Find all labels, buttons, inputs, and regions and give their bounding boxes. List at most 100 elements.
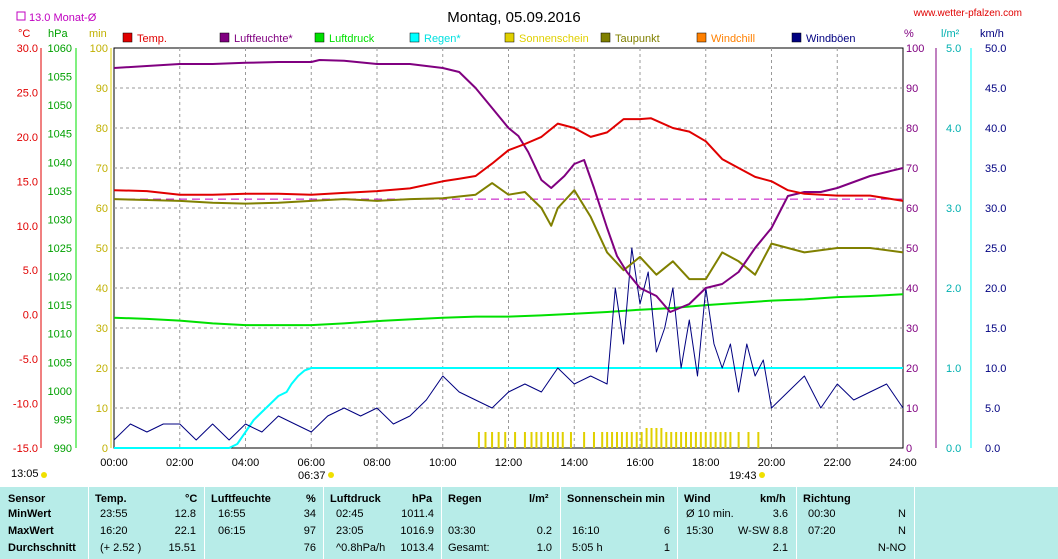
- sunshine-bar: [546, 432, 549, 448]
- time-tick-label: 02:00: [166, 457, 194, 469]
- hdr-press: Luftdruck: [330, 493, 381, 505]
- time-tick-label: 24:00: [889, 457, 917, 469]
- legend-swatch-rain: [409, 32, 420, 43]
- table-cell-t-time: 23:55: [100, 508, 128, 520]
- sunshine-bar: [694, 432, 697, 448]
- wind-tick-label: 25.0: [985, 243, 1006, 255]
- temp-tick-label: 0.0: [23, 310, 38, 322]
- chart-axes: 30.0 25.0 20.0 15.0 10.0 5.0 0.0 -5.0 -10.0 -15.0…: [13, 43, 1007, 469]
- table-cell-t-val: 15.51: [168, 542, 196, 554]
- legend-swatch-windchill: [696, 32, 707, 43]
- table-cell-d-val: N: [898, 508, 906, 520]
- sunshine-bar: [655, 428, 658, 448]
- table-cell-label: MaxWert: [8, 525, 54, 537]
- sunshine-bar: [583, 432, 586, 448]
- table-cell-t-val: 22.1: [174, 525, 196, 537]
- humidity-tick-label: 40: [906, 283, 918, 295]
- humidity-tick-label: 10: [906, 403, 918, 415]
- time-tick-label: 06:00: [297, 457, 325, 469]
- sunshine-bar: [650, 428, 653, 448]
- table-cell-t-time: 16:20: [100, 525, 128, 537]
- table-cell-t-time: (+ 2.52 ): [100, 542, 142, 554]
- sunshine-bar: [729, 432, 732, 448]
- hdr-temp-unit: °C: [185, 493, 198, 505]
- sunshine-bar: [497, 432, 500, 448]
- pressure-tick-label: 1040: [48, 157, 72, 169]
- sunshine-bar: [737, 432, 740, 448]
- sunshine-bar: [630, 432, 633, 448]
- table-cell-s-time: 16:10: [572, 525, 600, 537]
- sunshine-bar: [611, 432, 614, 448]
- pressure-tick-label: 1025: [48, 243, 72, 255]
- temp-line: [113, 117, 904, 202]
- sunshine-bar: [561, 432, 564, 448]
- hdr-rain: Regen: [448, 493, 482, 505]
- unit-humidity: %: [904, 28, 914, 40]
- sun-tick-label: 40: [96, 283, 108, 295]
- unit-temp: °C: [18, 28, 30, 40]
- table-cell-d-val: N-NO: [877, 542, 906, 554]
- sunshine-bar: [484, 432, 487, 448]
- time-tick-label: 22:00: [823, 457, 851, 469]
- sunshine-bar: [680, 432, 683, 448]
- legend-label-humidity: Luftfeuchte*: [234, 33, 293, 45]
- sun-tick-label: 100: [90, 43, 108, 55]
- sunshine-bar: [491, 432, 494, 448]
- sunset-icon: [759, 472, 765, 478]
- wind-tick-label: 10.0: [985, 363, 1006, 375]
- table-cell-r-time: 03:30: [448, 525, 476, 537]
- table-cell-p-val: 1016.9: [400, 525, 434, 537]
- table-cell-d-time: 07:20: [808, 525, 836, 537]
- rain-tick-label: 0.0: [946, 443, 961, 455]
- sunshine-bar: [523, 432, 526, 448]
- website-link[interactable]: www.wetter-pfalzen.com: [913, 8, 1022, 19]
- sun-tick-label: 60: [96, 203, 108, 215]
- pressure-tick-label: 1000: [48, 386, 72, 398]
- wind-tick-label: 20.0: [985, 283, 1006, 295]
- humidity-tick-label: 70: [906, 163, 918, 175]
- hdr-temp: Temp.: [95, 493, 127, 505]
- hdr-wind-unit: km/h: [760, 493, 786, 505]
- table-cell-s-val: 6: [663, 525, 670, 537]
- wind-tick-label: 30.0: [985, 203, 1006, 215]
- pressure-tick-label: 995: [54, 414, 72, 426]
- temp-tick-label: 10.0: [17, 221, 38, 233]
- unit-sun: min: [89, 28, 107, 40]
- table-cell-h-val: 34: [303, 508, 316, 520]
- sun-tick-label: 0: [102, 443, 108, 455]
- monthly-avg-label: 13.0 Monat-Ø: [29, 12, 97, 24]
- rain-tick-label: 4.0: [946, 123, 961, 135]
- legend-label-dewpoint: Taupunkt: [615, 33, 660, 45]
- sunshine-bar: [685, 432, 688, 448]
- temp-tick-label: 15.0: [17, 176, 38, 188]
- sunshine-bar: [615, 432, 618, 448]
- table-cell-d-val: N: [898, 525, 906, 537]
- legend-label-rain: Regen*: [424, 33, 461, 45]
- time-tick-label: 16:00: [626, 457, 654, 469]
- legend-label-pressure: Luftdruck: [329, 33, 375, 45]
- legend-label-temp: Temp.: [137, 33, 167, 45]
- sunshine-bar: [504, 432, 507, 448]
- time-tick-label: 14:00: [560, 457, 588, 469]
- chart-title: Montag, 05.09.2016: [447, 9, 580, 26]
- sun-tick-label: 30: [96, 323, 108, 335]
- table-cell-p-val: 1013.4: [400, 542, 434, 554]
- table-cell-p-time: 02:45: [336, 508, 364, 520]
- hdr-hum: Luftfeuchte: [211, 493, 271, 505]
- time-tick-label: 10:00: [429, 457, 457, 469]
- pressure-tick-label: 1055: [48, 72, 72, 84]
- sunshine-bar: [514, 432, 517, 448]
- sunshine-bar: [645, 428, 648, 448]
- temp-tick-label: 30.0: [17, 43, 38, 55]
- sunshine-bar: [640, 432, 643, 448]
- table-cell-r-val: 0.2: [536, 525, 552, 537]
- hdr-dir: Richtung: [803, 493, 851, 505]
- temp-tick-label: -10.0: [13, 399, 38, 411]
- table-cell-t-val: 12.8: [174, 508, 196, 520]
- temp-tick-label: 25.0: [17, 87, 38, 99]
- pressure-tick-label: 1010: [48, 329, 72, 341]
- legend-swatch-sun: [504, 32, 515, 43]
- sun-tick-label: 50: [96, 243, 108, 255]
- sunshine-bar: [592, 432, 595, 448]
- unit-pressure: hPa: [48, 28, 68, 40]
